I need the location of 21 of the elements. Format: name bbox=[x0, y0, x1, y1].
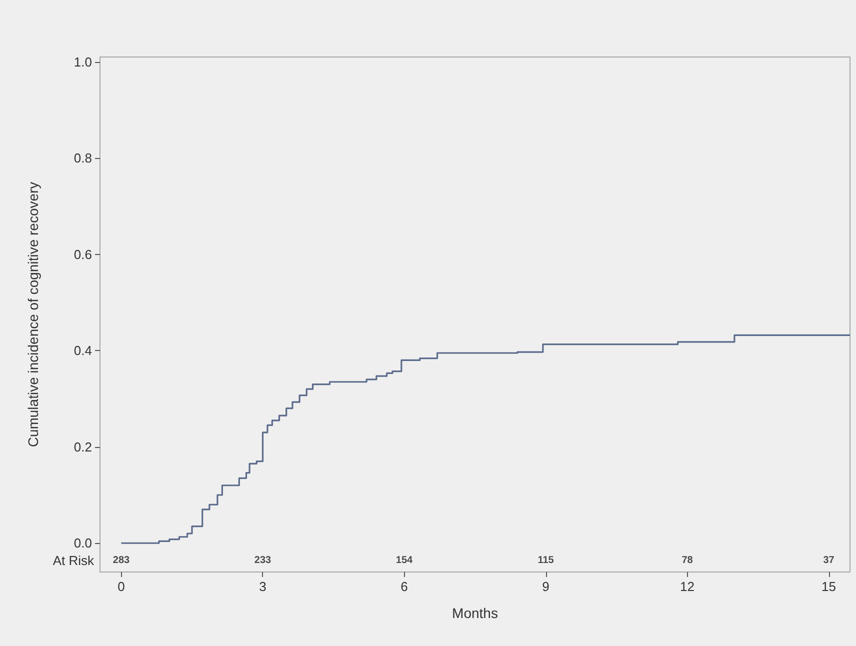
x-tick-label: 3 bbox=[259, 579, 266, 594]
y-tick-label: 0.0 bbox=[74, 536, 92, 551]
y-axis-title: Cumulative incidence of cognitive recovery bbox=[25, 182, 41, 448]
y-tick-label: 0.8 bbox=[74, 150, 92, 166]
annotation: 115 bbox=[538, 554, 554, 566]
x-tick-label: 15 bbox=[822, 579, 836, 594]
annotation: 154 bbox=[396, 554, 414, 566]
text: At Risk bbox=[52, 552, 94, 568]
y-tick-label: 0.2 bbox=[74, 439, 92, 454]
annotation: 283 bbox=[112, 554, 130, 566]
annotation: 78 bbox=[682, 554, 694, 566]
x-tick-label: 6 bbox=[400, 579, 408, 594]
y-tick-label: 1.0 bbox=[74, 54, 92, 70]
x-tick-label: 12 bbox=[680, 579, 694, 594]
annotation: 233 bbox=[254, 554, 272, 566]
x-tick-label: 0 bbox=[118, 579, 125, 594]
x-axis-title: Months bbox=[452, 605, 498, 621]
y-tick-label: 0.4 bbox=[74, 343, 92, 358]
annotation: 37 bbox=[823, 554, 835, 566]
x-tick-label: 9 bbox=[542, 579, 550, 594]
y-tick-label: 0.6 bbox=[74, 246, 92, 262]
